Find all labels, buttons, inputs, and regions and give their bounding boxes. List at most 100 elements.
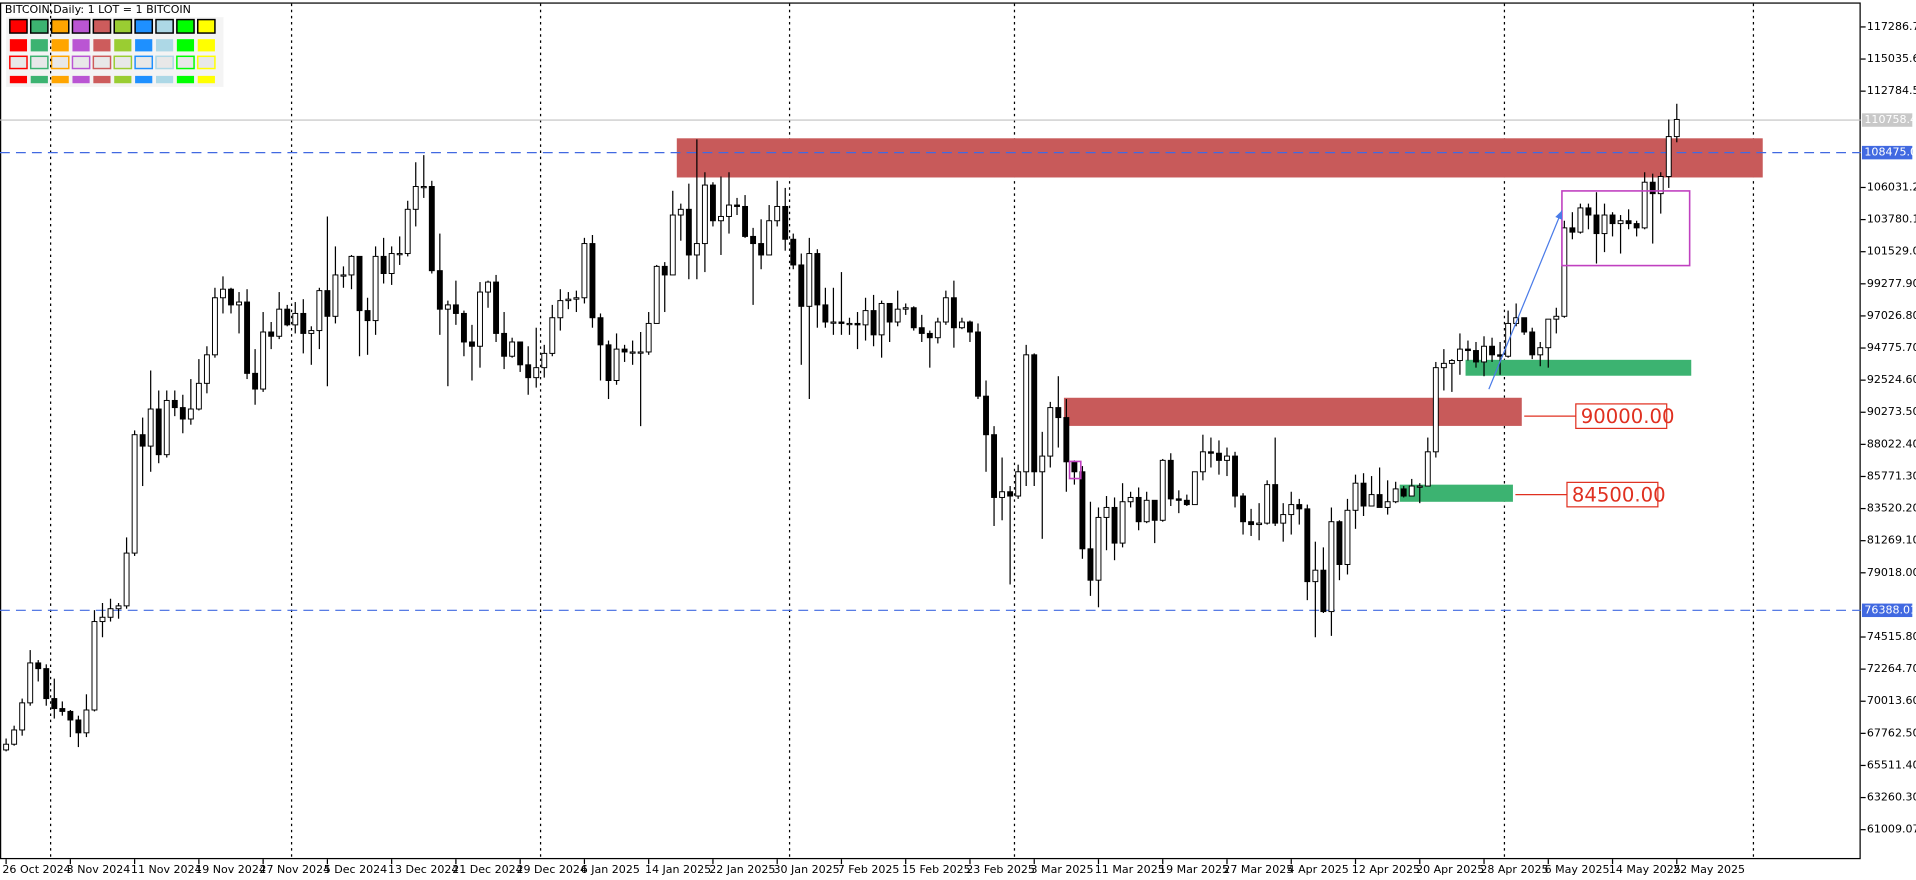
candle-body (1376, 494, 1383, 508)
x-tick-label: 27 Mar 2025 (1223, 863, 1293, 876)
y-tick-label: 92524.60 (1867, 373, 1916, 386)
candle-body (750, 235, 757, 245)
candle-body (147, 408, 154, 447)
highlight-box (1068, 460, 1082, 480)
candle-body (1216, 452, 1222, 461)
candle-body (878, 302, 885, 336)
candle-body (1248, 521, 1255, 526)
swatch (113, 18, 133, 34)
x-tick-label: 6 Jan 2025 (581, 863, 640, 876)
candle-body (1183, 499, 1190, 506)
candle-body (1095, 516, 1102, 581)
x-tick-label: 22 May 2025 (1673, 863, 1745, 876)
candle-body (975, 331, 981, 397)
x-tick-label: 5 Dec 2024 (324, 863, 387, 876)
candle-body (1039, 455, 1046, 473)
candle-body (983, 395, 989, 436)
candle-body (862, 310, 869, 326)
candle-body (822, 304, 829, 323)
swatch (71, 18, 91, 34)
candle-body (1031, 354, 1038, 473)
y-tick-label: 90273.50 (1867, 405, 1916, 418)
x-tick-label: 19 Mar 2025 (1159, 863, 1229, 876)
candle-body (1055, 407, 1062, 419)
candle-body (1569, 227, 1576, 233)
x-tick-label: 13 Dec 2024 (388, 863, 458, 876)
candle-body (1143, 499, 1150, 523)
candle-body (1673, 118, 1680, 138)
candle-body (59, 708, 66, 712)
candle-body (1392, 488, 1399, 503)
candle-body (693, 243, 700, 256)
candle-body (669, 214, 676, 276)
candle-body (629, 351, 636, 354)
candle-body (163, 399, 170, 456)
candle-body (653, 265, 660, 324)
candle-body (493, 281, 500, 334)
candle-body (99, 616, 106, 623)
candle-body (211, 297, 218, 356)
swatch (135, 75, 153, 84)
swatch (134, 18, 154, 34)
candle-body (485, 281, 491, 293)
swatch (9, 75, 28, 84)
candle-body (380, 255, 387, 275)
candle-body (260, 331, 267, 390)
swatch (29, 18, 49, 34)
candle-body (171, 399, 178, 409)
candle-body (726, 204, 732, 217)
candle-body (1521, 317, 1528, 333)
candle-body (1352, 482, 1359, 511)
candle-body (967, 321, 973, 333)
candle-body (918, 327, 925, 334)
candle-body (1047, 407, 1054, 457)
candle-body (517, 341, 524, 366)
candle-body (131, 434, 138, 554)
candle-body (1665, 136, 1672, 178)
candle-body (139, 434, 146, 447)
swatch (50, 18, 70, 34)
candle-body (806, 253, 813, 307)
zone-label-box (1575, 403, 1668, 430)
y-tick-label: 115035.60 (1867, 52, 1916, 65)
candle-body (75, 719, 82, 734)
y-tick-label: 83520.20 (1867, 502, 1916, 515)
zone-label: 84500.00 (1572, 483, 1666, 506)
level-label-box (1861, 603, 1913, 618)
y-tick-label: 65511.40 (1867, 758, 1916, 771)
candle-body (1657, 176, 1664, 195)
candle-body (1400, 488, 1407, 497)
y-tick-label: 72264.70 (1867, 662, 1916, 675)
candle-body (718, 215, 724, 222)
candle-body (1224, 455, 1230, 461)
candle-body (444, 304, 451, 310)
swatch (9, 39, 28, 52)
candle-body (1633, 223, 1640, 229)
candle-body (742, 205, 749, 237)
candle-body (43, 668, 50, 700)
candle-body (958, 321, 965, 329)
candle-body (1432, 367, 1439, 453)
x-tick-label: 15 Feb 2025 (902, 863, 971, 876)
candle-body (420, 186, 427, 189)
candle-body (220, 288, 226, 299)
candle-body (1368, 494, 1375, 507)
x-tick-label: 14 May 2025 (1609, 863, 1681, 876)
candle-body (1087, 548, 1094, 581)
candle-body (35, 662, 42, 670)
candle-body (1505, 322, 1512, 357)
candle-body (701, 184, 708, 245)
y-tick-label: 85771.30 (1867, 469, 1916, 482)
candle-body (187, 408, 194, 420)
y-tick-label: 112784.55 (1867, 84, 1916, 97)
candle-body (1135, 496, 1142, 523)
candle-body (557, 300, 564, 319)
swatch (197, 55, 216, 70)
swatch (155, 39, 174, 52)
candle-body (1240, 495, 1247, 523)
swatch (29, 55, 49, 70)
zone-label: 90000.00 (1581, 405, 1675, 428)
candle-body (1641, 181, 1648, 229)
candle-body (1625, 220, 1632, 225)
candle-body (1280, 514, 1287, 524)
